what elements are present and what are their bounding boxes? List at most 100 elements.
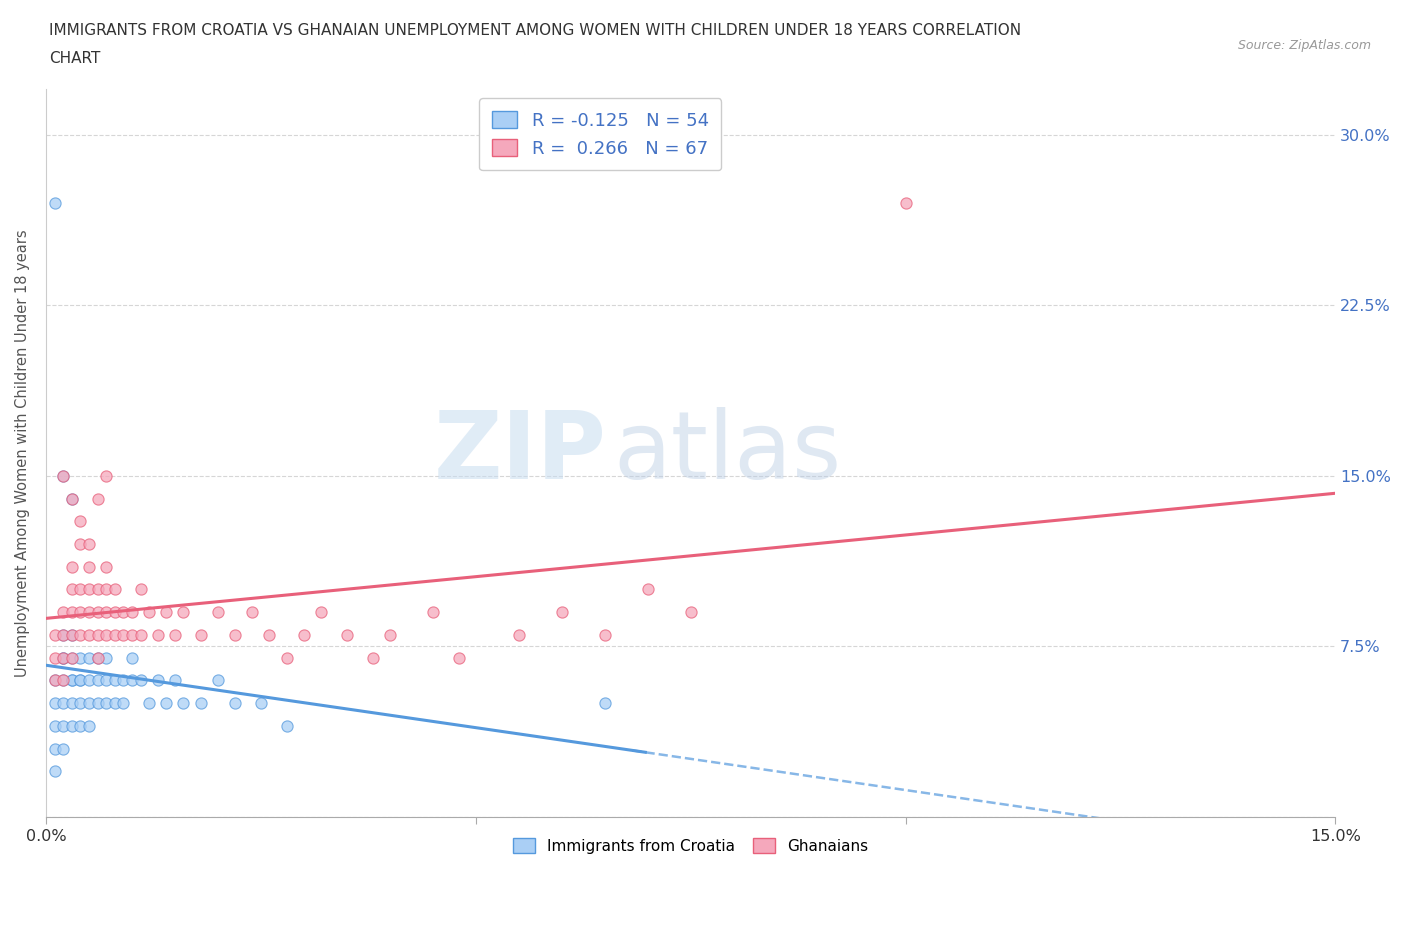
Point (60, 604, 83, 619)
Point (112, 604, 135, 619)
Point (163, 628, 186, 643)
Point (86, 582, 108, 597)
Point (86, 673, 108, 688)
Point (44, 673, 66, 688)
Point (52, 628, 75, 643)
Point (94, 469, 117, 484)
Point (52, 650, 75, 665)
Point (69, 537, 91, 551)
Point (94, 604, 117, 619)
Point (69, 513, 91, 528)
Point (69, 718, 91, 733)
Point (44, 628, 66, 643)
Point (69, 696, 91, 711)
Point (104, 582, 127, 597)
Point (679, 604, 702, 619)
Point (94, 673, 117, 688)
Point (77, 604, 100, 619)
Point (60, 650, 83, 665)
Point (121, 628, 143, 643)
Point (155, 696, 177, 711)
Point (129, 582, 152, 597)
Point (52, 673, 75, 688)
Point (52, 673, 75, 688)
Point (77, 582, 100, 597)
Point (44, 195, 66, 210)
Point (276, 650, 298, 665)
Point (77, 537, 100, 551)
Point (637, 582, 659, 597)
Point (112, 628, 135, 643)
Text: Source: ZipAtlas.com: Source: ZipAtlas.com (1237, 39, 1371, 52)
Point (163, 673, 186, 688)
Point (146, 628, 169, 643)
Point (129, 673, 152, 688)
Point (104, 696, 127, 711)
Point (250, 696, 273, 711)
Point (94, 696, 117, 711)
Point (224, 696, 246, 711)
Point (593, 628, 616, 643)
Point (77, 559, 100, 574)
Point (104, 628, 127, 643)
Point (60, 582, 83, 597)
Point (44, 673, 66, 688)
Point (224, 628, 246, 643)
Point (69, 628, 91, 643)
Point (60, 628, 83, 643)
Point (361, 650, 384, 665)
Point (146, 673, 169, 688)
Point (276, 718, 298, 733)
Point (52, 650, 75, 665)
Point (60, 628, 83, 643)
Point (138, 696, 160, 711)
Point (259, 628, 281, 643)
Point (86, 491, 108, 506)
Point (60, 491, 83, 506)
Point (77, 650, 100, 665)
Text: atlas: atlas (613, 407, 842, 499)
Point (447, 650, 470, 665)
Point (86, 604, 108, 619)
Point (292, 628, 315, 643)
Point (94, 628, 117, 643)
Point (60, 696, 83, 711)
Point (155, 604, 177, 619)
Point (60, 673, 83, 688)
Point (550, 604, 572, 619)
Point (86, 628, 108, 643)
Point (112, 673, 135, 688)
Point (44, 696, 66, 711)
Point (422, 604, 444, 619)
Point (173, 696, 195, 711)
Point (138, 604, 160, 619)
Point (69, 673, 91, 688)
Point (508, 628, 530, 643)
Point (44, 764, 66, 778)
Point (207, 673, 229, 688)
Point (60, 673, 83, 688)
Text: IMMIGRANTS FROM CROATIA VS GHANAIAN UNEMPLOYMENT AMONG WOMEN WITH CHILDREN UNDER: IMMIGRANTS FROM CROATIA VS GHANAIAN UNEM… (49, 23, 1021, 38)
Point (207, 604, 229, 619)
Point (52, 650, 75, 665)
Point (52, 741, 75, 756)
Point (309, 604, 332, 619)
Point (86, 696, 108, 711)
Point (77, 673, 100, 688)
Point (94, 582, 117, 597)
Point (52, 604, 75, 619)
Point (60, 491, 83, 506)
Point (86, 650, 108, 665)
Point (77, 696, 100, 711)
Point (94, 650, 117, 665)
Point (69, 604, 91, 619)
Point (173, 604, 195, 619)
Point (104, 604, 127, 619)
Text: CHART: CHART (49, 51, 101, 66)
Point (60, 559, 83, 574)
Point (378, 628, 401, 643)
Point (52, 469, 75, 484)
Point (44, 741, 66, 756)
Point (121, 673, 143, 688)
Point (894, 195, 917, 210)
